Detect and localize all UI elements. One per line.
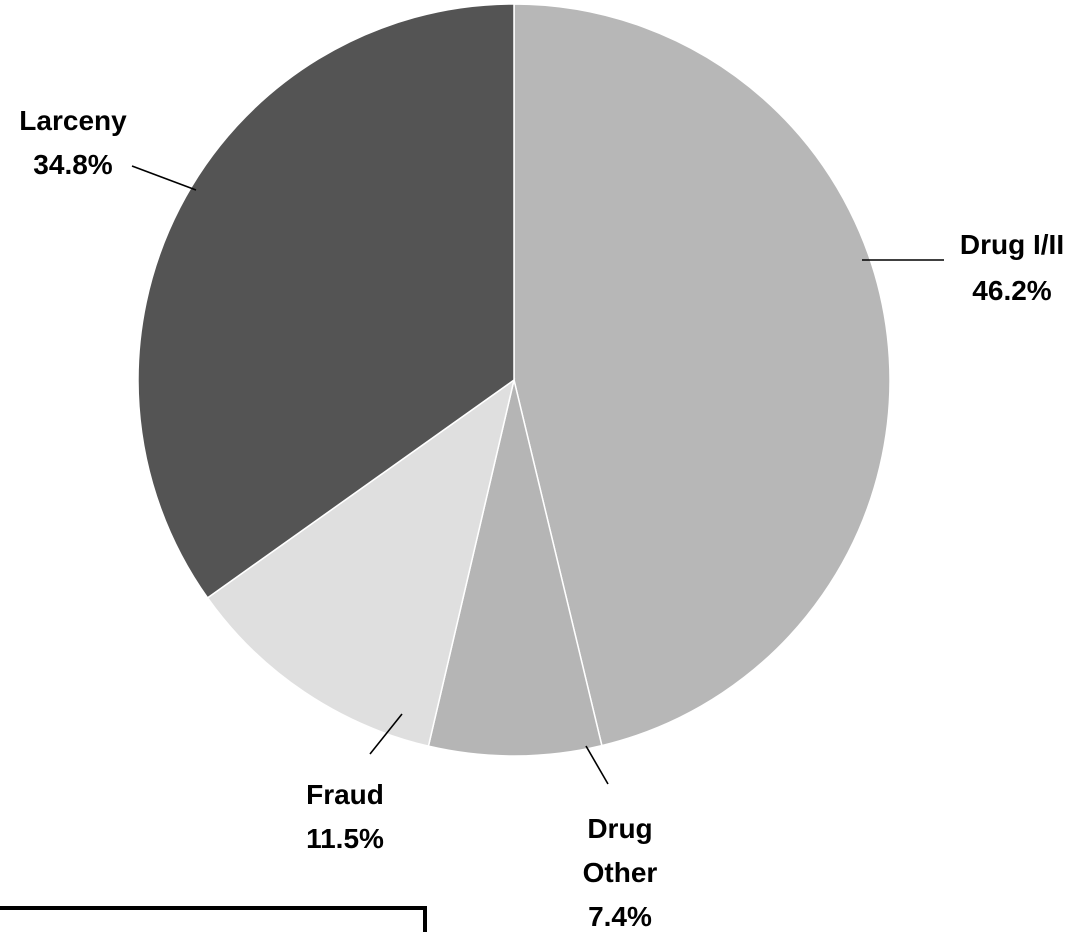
leader-line-fraud (369, 713, 403, 755)
slice-value-label-fraud: 11.5% (306, 823, 384, 854)
leader-lines (131, 165, 944, 785)
pie-slice-drug-i-ii (513, 3, 891, 747)
slice-value-label-larceny: 34.8% (33, 149, 112, 180)
pie-slice-larceny (137, 3, 515, 599)
slice-value-label-drug-i-ii: 46.2% (972, 275, 1051, 306)
slice-value-label-drug-other: 7.4% (588, 901, 652, 932)
leader-line-larceny (131, 165, 197, 191)
slice-name-label-larceny: Larceny (19, 105, 127, 136)
slice-labels: Drug I/II 46.2% Drug Other 7.4% Fraud 11.5% Lar… (19, 105, 1064, 932)
slice-name-label-drug-i-ii: Drug I/II (960, 229, 1064, 260)
pie-slice-drug-other (427, 379, 603, 757)
cropped-box-outline (0, 906, 427, 932)
slice-name-label-drug-other: Other (583, 857, 658, 888)
leader-line-drug-other (585, 745, 609, 785)
slice-name-label-drug-other: Drug (587, 813, 652, 844)
pie-slices (137, 3, 891, 757)
slice-name-label-fraud: Fraud (306, 779, 384, 810)
pie-slice-fraud (206, 378, 516, 748)
